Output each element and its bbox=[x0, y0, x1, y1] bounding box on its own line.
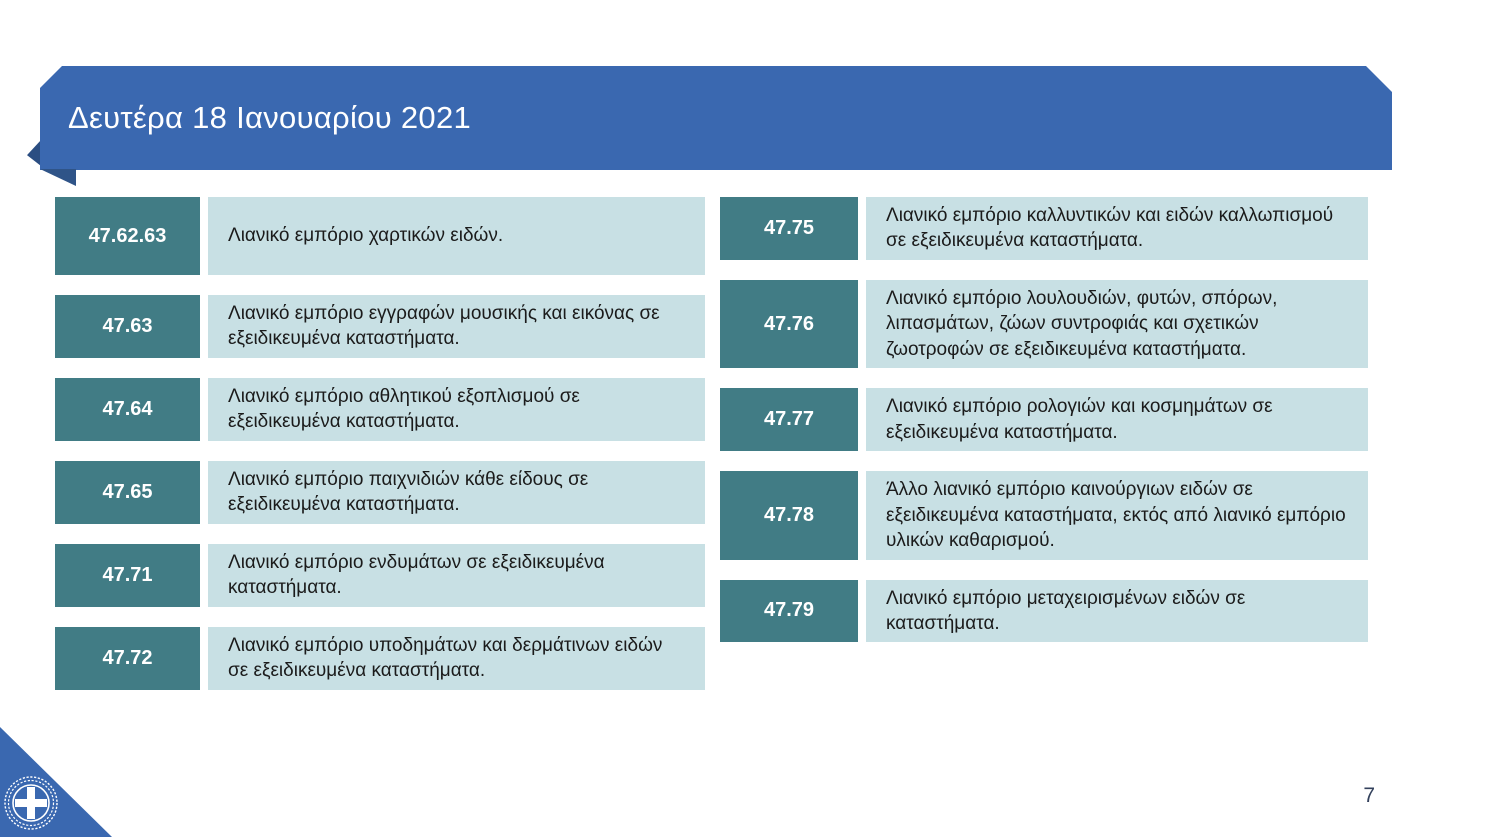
category-row: 47.62.63 Λιανικό εμπόριο χαρτικών ειδών. bbox=[55, 197, 705, 275]
category-row: 47.78 Άλλο λιανικό εμπόριο καινούργιων ε… bbox=[720, 471, 1368, 560]
date-banner: Δευτέρα 18 Ιανουαρίου 2021 bbox=[40, 66, 1392, 170]
category-row: 47.72 Λιανικό εμπόριο υποδημάτων και δερ… bbox=[55, 626, 705, 690]
date-title: Δευτέρα 18 Ιανουαρίου 2021 bbox=[68, 100, 472, 135]
category-code: 47.62.63 bbox=[55, 197, 200, 275]
category-row: 47.76 Λιανικό εμπόριο λουλουδιών, φυτών,… bbox=[720, 279, 1368, 369]
category-code: 47.65 bbox=[55, 460, 200, 524]
banner-left-fold bbox=[27, 140, 41, 166]
category-description: Λιανικό εμπόριο εγγραφών μουσικής και ει… bbox=[208, 295, 705, 358]
category-description: Λιανικό εμπόριο καλλυντικών και ειδών κα… bbox=[866, 197, 1368, 260]
category-row: 47.71 Λιανικό εμπόριο ενδυμάτων σε εξειδ… bbox=[55, 543, 705, 607]
category-code: 47.77 bbox=[720, 388, 858, 452]
category-description: Λιανικό εμπόριο χαρτικών ειδών. bbox=[208, 197, 705, 275]
category-code: 47.64 bbox=[55, 377, 200, 441]
category-row: 47.75 Λιανικό εμπόριο καλλυντικών και ει… bbox=[720, 197, 1368, 260]
category-row: 47.77 Λιανικό εμπόριο ρολογιών και κοσμη… bbox=[720, 388, 1368, 452]
category-code: 47.75 bbox=[720, 197, 858, 260]
category-column-left: 47.62.63 Λιανικό εμπόριο χαρτικών ειδών.… bbox=[55, 197, 705, 710]
category-row: 47.65 Λιανικό εμπόριο παιχνιδιών κάθε εί… bbox=[55, 460, 705, 524]
category-description: Λιανικό εμπόριο υποδημάτων και δερμάτινω… bbox=[208, 626, 705, 690]
category-description: Λιανικό εμπόριο αθλητικού εξοπλισμού σε … bbox=[208, 377, 705, 441]
category-code: 47.79 bbox=[720, 579, 858, 643]
category-row: 47.63 Λιανικό εμπόριο εγγραφών μουσικής … bbox=[55, 295, 705, 358]
category-code: 47.78 bbox=[720, 471, 858, 560]
category-code: 47.63 bbox=[55, 295, 200, 358]
corner-triangle bbox=[0, 727, 112, 837]
category-description: Λιανικό εμπόριο παιχνιδιών κάθε είδους σ… bbox=[208, 460, 705, 524]
banner-bottom-fold bbox=[40, 169, 76, 186]
category-description: Λιανικό εμπόριο λουλουδιών, φυτών, σπόρω… bbox=[866, 279, 1368, 369]
category-description: Άλλο λιανικό εμπόριο καινούργιων ειδών σ… bbox=[866, 471, 1368, 560]
category-code: 47.71 bbox=[55, 543, 200, 607]
category-description: Λιανικό εμπόριο ρολογιών και κοσμημάτων … bbox=[866, 388, 1368, 452]
category-description: Λιανικό εμπόριο ενδυμάτων σε εξειδικευμέ… bbox=[208, 543, 705, 607]
category-code: 47.76 bbox=[720, 279, 858, 369]
category-code: 47.72 bbox=[55, 626, 200, 690]
category-description: Λιανικό εμπόριο μεταχειρισμένων ειδών σε… bbox=[866, 579, 1368, 643]
category-column-right: 47.75 Λιανικό εμπόριο καλλυντικών και ει… bbox=[720, 197, 1368, 662]
page-number: 7 bbox=[1363, 784, 1375, 807]
greek-emblem-icon bbox=[4, 776, 58, 830]
category-row: 47.64 Λιανικό εμπόριο αθλητικού εξοπλισμ… bbox=[55, 377, 705, 441]
category-row: 47.79 Λιανικό εμπόριο μεταχειρισμένων ει… bbox=[720, 579, 1368, 643]
